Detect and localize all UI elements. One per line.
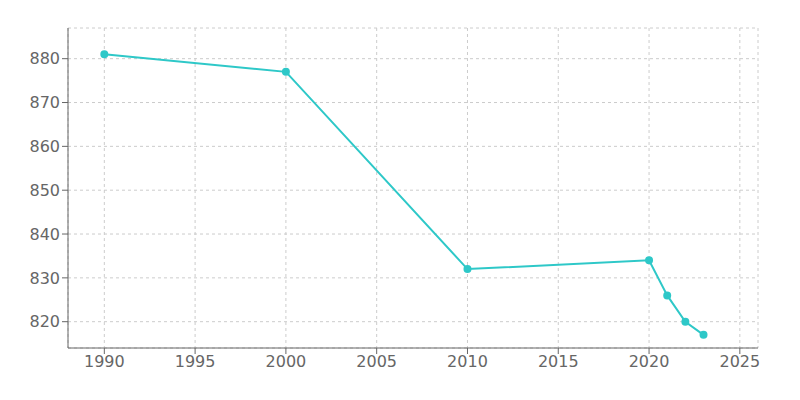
svg-text:820: 820	[29, 312, 60, 331]
svg-text:880: 880	[29, 49, 60, 68]
svg-text:860: 860	[29, 137, 60, 156]
svg-text:2005: 2005	[356, 352, 397, 371]
svg-text:850: 850	[29, 181, 60, 200]
svg-text:2000: 2000	[266, 352, 307, 371]
svg-text:840: 840	[29, 225, 60, 244]
svg-text:2015: 2015	[538, 352, 579, 371]
svg-text:2010: 2010	[447, 352, 488, 371]
svg-text:830: 830	[29, 269, 60, 288]
svg-text:1995: 1995	[175, 352, 216, 371]
svg-text:2020: 2020	[629, 352, 670, 371]
svg-text:870: 870	[29, 93, 60, 112]
svg-text:2025: 2025	[719, 352, 760, 371]
svg-text:1990: 1990	[84, 352, 125, 371]
